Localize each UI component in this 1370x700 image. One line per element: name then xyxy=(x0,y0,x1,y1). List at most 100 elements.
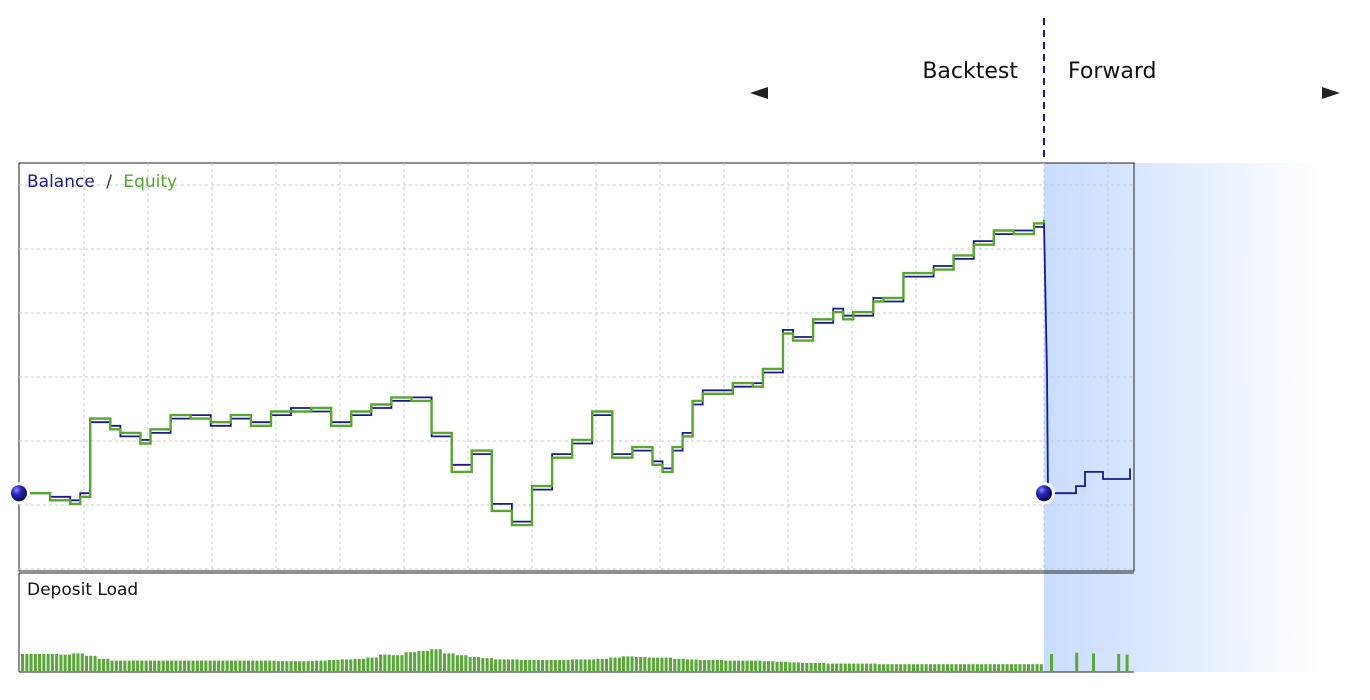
deposit-bar xyxy=(310,661,314,672)
deposit-bar xyxy=(161,660,165,672)
deposit-bar xyxy=(515,659,519,672)
deposit-bar xyxy=(711,660,715,672)
deposit-bar xyxy=(920,664,924,672)
deposit-bar xyxy=(869,663,873,672)
deposit-bar xyxy=(477,657,481,672)
deposit-bar xyxy=(102,658,106,672)
deposit-bar xyxy=(460,655,464,672)
deposit-bar xyxy=(306,661,310,672)
deposit-bar xyxy=(387,654,391,672)
deposit-bar xyxy=(374,657,378,672)
deposit-bar xyxy=(434,649,438,672)
deposit-bar xyxy=(281,661,285,672)
deposit-bar xyxy=(749,660,753,672)
main-grid xyxy=(19,163,1134,571)
deposit-bar xyxy=(417,651,421,672)
deposit-bar xyxy=(587,659,591,672)
deposit-bar xyxy=(67,654,71,672)
deposit-bar xyxy=(852,663,856,672)
deposit-bar xyxy=(818,663,822,672)
deposit-bar xyxy=(136,660,140,672)
deposit-bar xyxy=(928,664,932,672)
deposit-bar xyxy=(464,655,468,672)
deposit-bar xyxy=(971,664,975,672)
deposit-bar xyxy=(234,660,238,672)
deposit-bar xyxy=(865,663,869,672)
forward-region-shade xyxy=(1044,163,1320,672)
deposit-bar xyxy=(690,659,694,672)
deposit-bar-forward xyxy=(1092,653,1095,672)
deposit-bar xyxy=(379,654,383,672)
deposit-bar xyxy=(276,661,280,672)
deposit-bar xyxy=(835,663,839,672)
deposit-bar xyxy=(843,663,847,672)
deposit-bar xyxy=(528,660,532,672)
deposit-bar xyxy=(200,660,204,672)
deposit-bar xyxy=(349,659,353,672)
deposit-bar xyxy=(217,660,221,672)
deposit-bar xyxy=(519,660,523,672)
deposit-bar xyxy=(1005,664,1009,672)
deposit-bar xyxy=(745,660,749,672)
deposit-bar xyxy=(950,664,954,672)
deposit-bar xyxy=(344,659,348,672)
deposit-bar xyxy=(1027,664,1031,672)
deposit-bar xyxy=(801,663,805,672)
deposit-bar xyxy=(242,660,246,672)
deposit-bar xyxy=(600,658,604,672)
series-balance-backtest-line xyxy=(30,223,1045,523)
deposit-bar xyxy=(246,660,250,672)
deposit-bar xyxy=(1014,664,1018,672)
deposit-bar xyxy=(622,656,626,672)
deposit-bar xyxy=(579,659,583,672)
deposit-bar xyxy=(404,652,408,672)
deposit-bar xyxy=(114,660,118,672)
deposit-bar xyxy=(630,656,634,672)
start-markers xyxy=(8,482,1055,505)
deposit-bar xyxy=(489,658,493,672)
deposit-bar xyxy=(613,657,617,672)
deposit-bar xyxy=(830,663,834,672)
deposit-bar xyxy=(110,660,114,672)
legend-separator: / xyxy=(106,172,112,192)
deposit-bar xyxy=(724,660,728,672)
deposit-load-panel: Deposit Load xyxy=(18,572,1134,673)
deposit-bar xyxy=(967,664,971,672)
marker-dot xyxy=(1036,485,1052,502)
deposit-bar xyxy=(664,657,668,672)
deposit-bar-forward xyxy=(1117,654,1121,672)
deposit-bar xyxy=(63,654,67,672)
deposit-bar xyxy=(204,660,208,672)
deposit-bar xyxy=(647,657,651,672)
deposit-bar xyxy=(805,663,809,672)
deposit-bar xyxy=(963,664,967,672)
deposit-bar xyxy=(545,660,549,672)
deposit-bar xyxy=(937,664,941,672)
deposit-bar xyxy=(903,664,907,672)
deposit-bar xyxy=(933,664,937,672)
deposit-bar xyxy=(766,661,770,672)
deposit-bar xyxy=(728,660,732,672)
deposit-bar xyxy=(1039,664,1043,672)
deposit-bar xyxy=(238,660,242,672)
deposit-bar xyxy=(771,661,775,672)
deposit-bar xyxy=(323,660,327,672)
deposit-bar xyxy=(877,664,881,672)
deposit-bar xyxy=(980,664,984,672)
deposit-bar xyxy=(668,657,672,672)
deposit-bar xyxy=(400,655,404,672)
deposit-bar xyxy=(809,663,813,672)
deposit-bar xyxy=(221,660,225,672)
deposit-bar xyxy=(84,655,88,672)
deposit-bar xyxy=(570,659,574,672)
deposit-bar xyxy=(131,660,135,672)
deposit-bar xyxy=(55,654,59,672)
deposit-bar xyxy=(907,664,911,672)
deposit-bar xyxy=(187,660,191,672)
deposit-bar xyxy=(541,660,545,672)
deposit-bar xyxy=(29,654,33,672)
deposit-bar xyxy=(583,659,587,672)
deposit-bar xyxy=(408,652,412,672)
deposit-bar xyxy=(813,663,817,672)
